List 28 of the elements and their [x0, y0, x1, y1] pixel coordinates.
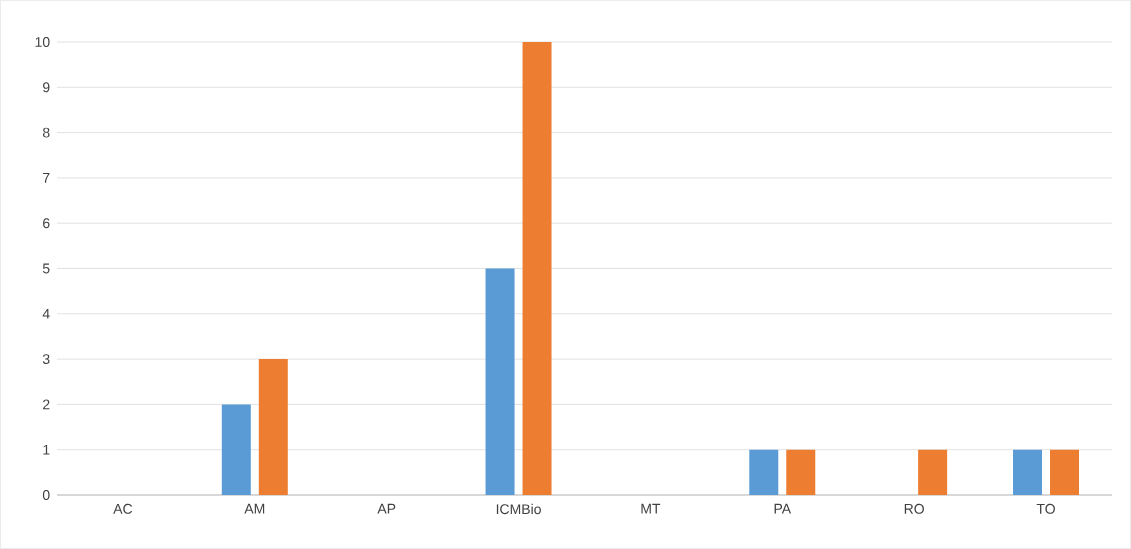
x-tick-label: PA [774, 503, 792, 514]
y-tick-label: 7 [43, 173, 50, 183]
y-tick-label: 5 [42, 263, 50, 274]
bar [918, 449, 948, 495]
bar [786, 449, 816, 495]
y-tick-label: 4 [42, 308, 50, 319]
y-tick-label: 1 [43, 444, 50, 455]
bar [258, 359, 288, 495]
y-tick-label: 0 [42, 490, 50, 500]
bar [522, 41, 552, 495]
y-tick-label: 9 [43, 82, 50, 93]
x-tick-label: MT [641, 503, 661, 514]
x-tick-label: AP [377, 503, 396, 514]
y-tick-label: 8 [42, 127, 50, 138]
bar [749, 449, 779, 495]
y-tick-label: 10 [35, 37, 50, 47]
x-tick-label: RO [904, 503, 924, 514]
y-tick-label: 3 [42, 354, 50, 365]
x-tick-label: ICMBio [496, 503, 541, 515]
x-tick-label: TO [1036, 503, 1055, 514]
x-tick-label: AC [113, 503, 133, 514]
y-tick-label: 6 [43, 218, 50, 229]
bar [1013, 449, 1043, 495]
y-tick-label: 2 [43, 399, 50, 410]
x-tick-label: AM [244, 503, 265, 514]
bar [221, 404, 251, 495]
bar [1050, 449, 1080, 495]
bar [485, 268, 515, 495]
